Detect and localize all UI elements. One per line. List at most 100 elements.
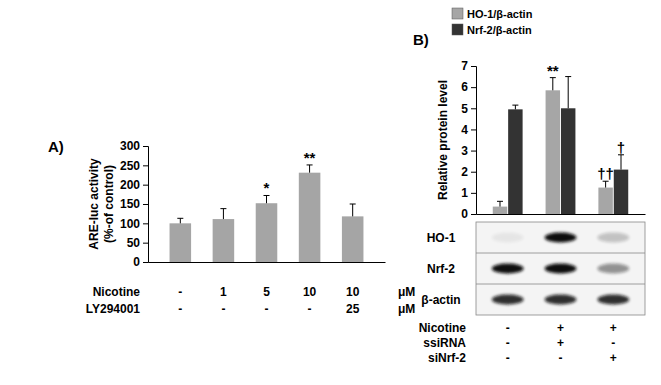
tick-label: 150 [120,197,140,211]
blot-band [545,295,577,305]
bar [213,219,235,262]
tick: 300 [120,139,148,153]
treatment-value: - [506,351,510,365]
treatment-value: - [506,336,510,350]
bar [561,108,575,214]
treatment-value: + [557,336,564,350]
tick-mark [143,204,148,205]
tick-label: 250 [120,159,140,173]
tick: 6 [461,80,476,94]
treatment-value: - [506,321,510,335]
tick-mark [471,66,476,67]
legend-label: HO-1/β-actin [467,8,533,20]
blot-label: HO-1 [427,231,456,245]
tick-label: 0 [461,207,468,221]
legend: HO-1/β-actin Nrf-2/β-actin [452,8,533,36]
panel-title: A) [48,138,64,155]
treatment-value: - [559,351,563,365]
treatment-value: 10 [303,285,317,299]
panel: ***050100150200250300A)ARE-luc activity(… [48,138,415,316]
treatment-name: Nicotine [93,285,141,299]
error-bar-stem [180,218,181,223]
error-bar [220,209,226,219]
tick-mark [143,185,148,186]
treatment-value: 5 [263,285,270,299]
blot-divider [476,253,645,254]
significance-mark: ** [304,149,316,166]
treatment-unit: μM [398,285,415,299]
blot-band [492,295,524,305]
tick-mark [143,146,148,147]
plot-area [170,165,364,262]
axis-title: Relative protein level [436,80,450,200]
treatment-value: 1 [220,285,227,299]
bar [342,216,364,262]
tick: 1 [461,186,476,200]
tick: 5 [461,102,476,116]
panel-title: B) [413,31,429,48]
bar [546,90,560,214]
tick-mark [471,87,476,88]
error-bar-stem [568,77,569,109]
tick-mark [143,243,148,244]
error-bar-cap [350,204,356,205]
axis-line [477,214,646,215]
tick-label: 0 [133,255,140,269]
bar [493,207,507,214]
bar [256,203,278,262]
treatment-value: 25 [346,302,360,316]
blot-band [545,233,577,243]
tick-mark [471,129,476,130]
legend-swatch [452,24,463,35]
error-bar [512,105,518,109]
blot: HO-1Nrf-2β-actin [421,222,645,315]
blot-divider [476,284,645,285]
error-bar [177,218,183,223]
y-axis: 050100150200250300 [120,139,149,269]
axis-line [471,67,477,215]
tick-mark [471,151,476,152]
figure: ***050100150200250300A)ARE-luc activity(… [0,0,661,385]
treatment-value: 10 [346,285,360,299]
legend-label: Nrf-2/β-actin [467,24,532,36]
tick-mark [471,214,476,215]
tick-label: 4 [461,123,468,137]
treatment-table: Nicotine-151010μMLY294001----25μM [86,285,416,316]
tick: 100 [120,217,148,231]
tick-mark [143,165,148,166]
axis-title: (%-of control) [102,165,116,243]
error-bar [350,204,356,216]
error-bar [618,155,624,170]
tick: 0 [133,255,148,269]
treatment-value: + [557,321,564,335]
tick-mark [143,223,148,224]
plot-area [493,77,628,214]
tick-label: 50 [127,236,141,250]
blot-label: Nrf-2 [427,262,455,276]
tick-label: 2 [461,165,468,179]
bar [299,173,321,262]
tick-label: 300 [120,139,140,153]
error-bar-cap [177,218,183,219]
bar [508,109,522,214]
y-axis: 01234567 [461,59,476,221]
tick-label: 6 [461,80,468,94]
treatment-name: LY294001 [86,302,141,316]
tick-label: 5 [461,102,468,116]
treatment-unit: μM [398,302,415,316]
tick-mark [143,262,148,263]
error-bar-stem [499,201,500,206]
tick-mark [471,193,476,194]
tick-label: 7 [461,59,468,73]
treatment-table: Nicotine-++ssiRNA-+-siNrf-2--+ [419,321,617,365]
tick: 150 [120,197,148,211]
blot-band [545,264,577,274]
axis-title: ARE-luc activity [87,158,101,250]
treatment-value: - [308,302,312,316]
tick: 7 [461,59,476,73]
treatment-value: - [221,302,225,316]
tick-mark [471,172,476,173]
blot-band [492,264,524,274]
treatment-name: siNrf-2 [428,351,466,365]
axis-line [149,262,386,263]
